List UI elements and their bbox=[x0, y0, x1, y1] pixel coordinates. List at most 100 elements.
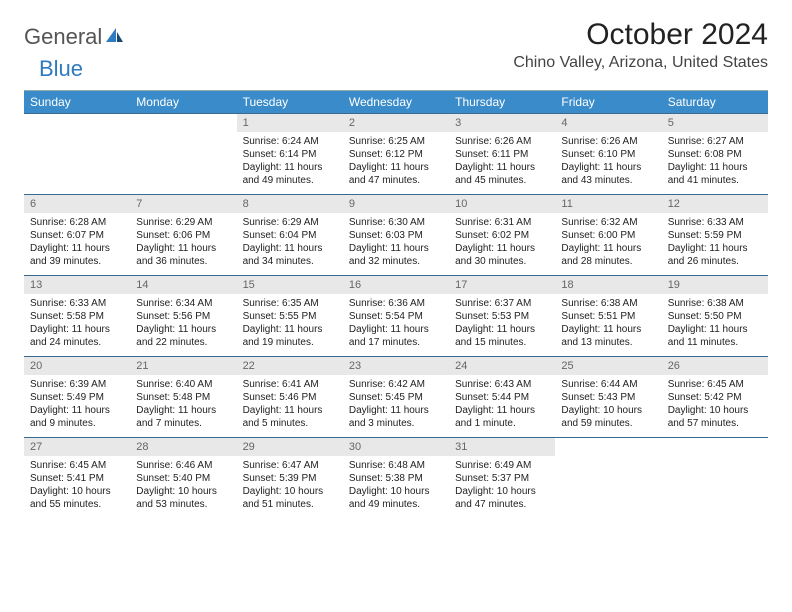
daylight-text: Daylight: 11 hours and 26 minutes. bbox=[668, 242, 762, 268]
sunrise-text: Sunrise: 6:27 AM bbox=[668, 135, 762, 148]
sunrise-text: Sunrise: 6:41 AM bbox=[243, 378, 337, 391]
day-body: Sunrise: 6:24 AMSunset: 6:14 PMDaylight:… bbox=[237, 132, 343, 190]
day-cell: 5Sunrise: 6:27 AMSunset: 6:08 PMDaylight… bbox=[662, 114, 768, 194]
day-cell: 27Sunrise: 6:45 AMSunset: 5:41 PMDayligh… bbox=[24, 438, 130, 518]
week-row: 13Sunrise: 6:33 AMSunset: 5:58 PMDayligh… bbox=[24, 275, 768, 356]
sunrise-text: Sunrise: 6:29 AM bbox=[243, 216, 337, 229]
sunrise-text: Sunrise: 6:33 AM bbox=[30, 297, 124, 310]
daylight-text: Daylight: 11 hours and 39 minutes. bbox=[30, 242, 124, 268]
logo-sail-icon bbox=[104, 24, 124, 50]
day-body: Sunrise: 6:42 AMSunset: 5:45 PMDaylight:… bbox=[343, 375, 449, 433]
sunrise-text: Sunrise: 6:39 AM bbox=[30, 378, 124, 391]
day-body: Sunrise: 6:29 AMSunset: 6:06 PMDaylight:… bbox=[130, 213, 236, 271]
sunset-text: Sunset: 6:11 PM bbox=[455, 148, 549, 161]
sunset-text: Sunset: 5:43 PM bbox=[561, 391, 655, 404]
day-number: 3 bbox=[449, 114, 555, 132]
week-row: 20Sunrise: 6:39 AMSunset: 5:49 PMDayligh… bbox=[24, 356, 768, 437]
day-cell: 22Sunrise: 6:41 AMSunset: 5:46 PMDayligh… bbox=[237, 357, 343, 437]
sunset-text: Sunset: 5:48 PM bbox=[136, 391, 230, 404]
day-number: 21 bbox=[130, 357, 236, 375]
location: Chino Valley, Arizona, United States bbox=[513, 54, 768, 72]
weekday-header-row: SundayMondayTuesdayWednesdayThursdayFrid… bbox=[24, 91, 768, 113]
daylight-text: Daylight: 10 hours and 57 minutes. bbox=[668, 404, 762, 430]
sunrise-text: Sunrise: 6:37 AM bbox=[455, 297, 549, 310]
weekday-header: Tuesday bbox=[237, 91, 343, 113]
sunrise-text: Sunrise: 6:40 AM bbox=[136, 378, 230, 391]
day-cell: 12Sunrise: 6:33 AMSunset: 5:59 PMDayligh… bbox=[662, 195, 768, 275]
day-number: 7 bbox=[130, 195, 236, 213]
day-cell: 15Sunrise: 6:35 AMSunset: 5:55 PMDayligh… bbox=[237, 276, 343, 356]
sunset-text: Sunset: 5:54 PM bbox=[349, 310, 443, 323]
logo: General bbox=[24, 24, 124, 50]
daylight-text: Daylight: 11 hours and 19 minutes. bbox=[243, 323, 337, 349]
day-body: Sunrise: 6:30 AMSunset: 6:03 PMDaylight:… bbox=[343, 213, 449, 271]
day-body: Sunrise: 6:28 AMSunset: 6:07 PMDaylight:… bbox=[24, 213, 130, 271]
sunset-text: Sunset: 5:53 PM bbox=[455, 310, 549, 323]
day-body: Sunrise: 6:26 AMSunset: 6:10 PMDaylight:… bbox=[555, 132, 661, 190]
day-body: Sunrise: 6:36 AMSunset: 5:54 PMDaylight:… bbox=[343, 294, 449, 352]
day-cell: 24Sunrise: 6:43 AMSunset: 5:44 PMDayligh… bbox=[449, 357, 555, 437]
day-body: Sunrise: 6:44 AMSunset: 5:43 PMDaylight:… bbox=[555, 375, 661, 433]
weekday-header: Sunday bbox=[24, 91, 130, 113]
sunrise-text: Sunrise: 6:24 AM bbox=[243, 135, 337, 148]
day-body bbox=[130, 132, 236, 138]
daylight-text: Daylight: 11 hours and 43 minutes. bbox=[561, 161, 655, 187]
title-block: October 2024 Chino Valley, Arizona, Unit… bbox=[513, 18, 768, 72]
day-cell: 19Sunrise: 6:38 AMSunset: 5:50 PMDayligh… bbox=[662, 276, 768, 356]
sunset-text: Sunset: 6:00 PM bbox=[561, 229, 655, 242]
daylight-text: Daylight: 11 hours and 32 minutes. bbox=[349, 242, 443, 268]
day-body: Sunrise: 6:33 AMSunset: 5:59 PMDaylight:… bbox=[662, 213, 768, 271]
weekday-header: Monday bbox=[130, 91, 236, 113]
weekday-header: Saturday bbox=[662, 91, 768, 113]
sunrise-text: Sunrise: 6:43 AM bbox=[455, 378, 549, 391]
day-number: 9 bbox=[343, 195, 449, 213]
day-cell: 2Sunrise: 6:25 AMSunset: 6:12 PMDaylight… bbox=[343, 114, 449, 194]
day-cell: 11Sunrise: 6:32 AMSunset: 6:00 PMDayligh… bbox=[555, 195, 661, 275]
sunrise-text: Sunrise: 6:46 AM bbox=[136, 459, 230, 472]
daylight-text: Daylight: 11 hours and 1 minute. bbox=[455, 404, 549, 430]
sunset-text: Sunset: 6:03 PM bbox=[349, 229, 443, 242]
daylight-text: Daylight: 11 hours and 17 minutes. bbox=[349, 323, 443, 349]
daylight-text: Daylight: 11 hours and 36 minutes. bbox=[136, 242, 230, 268]
daylight-text: Daylight: 10 hours and 59 minutes. bbox=[561, 404, 655, 430]
daylight-text: Daylight: 11 hours and 28 minutes. bbox=[561, 242, 655, 268]
day-number: 15 bbox=[237, 276, 343, 294]
sunrise-text: Sunrise: 6:34 AM bbox=[136, 297, 230, 310]
day-body: Sunrise: 6:37 AMSunset: 5:53 PMDaylight:… bbox=[449, 294, 555, 352]
day-cell: 28Sunrise: 6:46 AMSunset: 5:40 PMDayligh… bbox=[130, 438, 236, 518]
sunset-text: Sunset: 6:02 PM bbox=[455, 229, 549, 242]
daylight-text: Daylight: 11 hours and 41 minutes. bbox=[668, 161, 762, 187]
day-cell: 10Sunrise: 6:31 AMSunset: 6:02 PMDayligh… bbox=[449, 195, 555, 275]
day-number: 2 bbox=[343, 114, 449, 132]
day-number: 8 bbox=[237, 195, 343, 213]
day-body: Sunrise: 6:39 AMSunset: 5:49 PMDaylight:… bbox=[24, 375, 130, 433]
sunrise-text: Sunrise: 6:44 AM bbox=[561, 378, 655, 391]
day-cell: 20Sunrise: 6:39 AMSunset: 5:49 PMDayligh… bbox=[24, 357, 130, 437]
logo-text-gray: General bbox=[24, 24, 102, 50]
daylight-text: Daylight: 11 hours and 9 minutes. bbox=[30, 404, 124, 430]
sunset-text: Sunset: 5:39 PM bbox=[243, 472, 337, 485]
day-number: 16 bbox=[343, 276, 449, 294]
day-cell bbox=[555, 438, 661, 518]
day-body: Sunrise: 6:29 AMSunset: 6:04 PMDaylight:… bbox=[237, 213, 343, 271]
day-body: Sunrise: 6:45 AMSunset: 5:41 PMDaylight:… bbox=[24, 456, 130, 514]
sunset-text: Sunset: 5:49 PM bbox=[30, 391, 124, 404]
logo-text-blue: Blue bbox=[39, 56, 83, 81]
sunset-text: Sunset: 5:46 PM bbox=[243, 391, 337, 404]
day-body: Sunrise: 6:25 AMSunset: 6:12 PMDaylight:… bbox=[343, 132, 449, 190]
day-number: 13 bbox=[24, 276, 130, 294]
sunset-text: Sunset: 5:50 PM bbox=[668, 310, 762, 323]
day-cell bbox=[130, 114, 236, 194]
day-number: 17 bbox=[449, 276, 555, 294]
sunset-text: Sunset: 5:42 PM bbox=[668, 391, 762, 404]
sunset-text: Sunset: 5:45 PM bbox=[349, 391, 443, 404]
sunset-text: Sunset: 6:07 PM bbox=[30, 229, 124, 242]
day-number: 22 bbox=[237, 357, 343, 375]
day-body: Sunrise: 6:40 AMSunset: 5:48 PMDaylight:… bbox=[130, 375, 236, 433]
day-number: 25 bbox=[555, 357, 661, 375]
day-number bbox=[662, 438, 768, 456]
sunrise-text: Sunrise: 6:26 AM bbox=[561, 135, 655, 148]
sunset-text: Sunset: 6:08 PM bbox=[668, 148, 762, 161]
day-body: Sunrise: 6:31 AMSunset: 6:02 PMDaylight:… bbox=[449, 213, 555, 271]
sunrise-text: Sunrise: 6:38 AM bbox=[668, 297, 762, 310]
